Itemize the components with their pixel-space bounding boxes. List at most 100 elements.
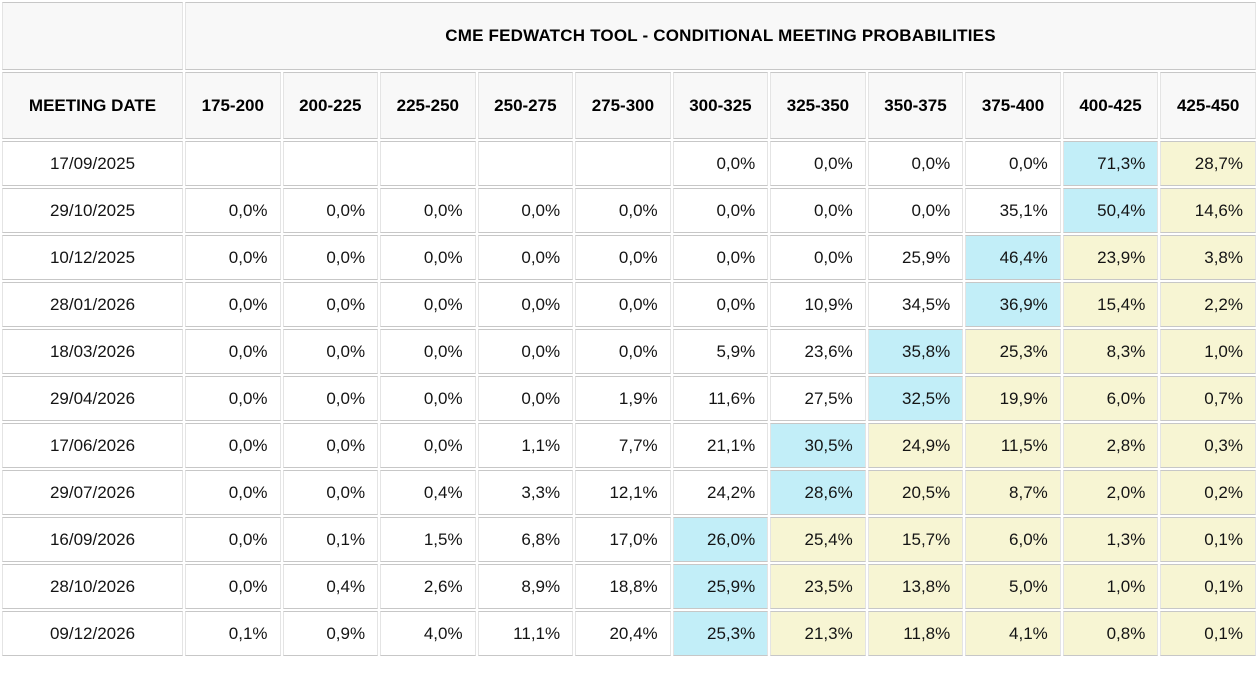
probability-cell: 18,8% [575, 564, 671, 609]
probability-cell: 1,1% [477, 423, 574, 468]
probability-cell: 23,5% [770, 564, 866, 609]
probability-cell: 17,0% [575, 517, 671, 562]
probability-cell: 2,8% [1062, 423, 1159, 468]
probability-cell: 0,8% [1062, 611, 1159, 656]
probability-cell: 23,9% [1062, 235, 1159, 280]
meeting-date-cell: 29/04/2026 [2, 376, 183, 421]
probability-cell: 0,2% [1160, 470, 1256, 515]
probability-cell: 30,5% [770, 423, 866, 468]
meeting-date-cell: 17/09/2025 [2, 141, 183, 186]
probability-cell: 0,4% [282, 564, 379, 609]
probability-cell: 12,1% [575, 470, 671, 515]
probability-cell: 6,8% [477, 517, 574, 562]
rate-range-header: 325-350 [770, 72, 866, 139]
fedwatch-probabilities-table: CME FEDWATCH TOOL - CONDITIONAL MEETING … [0, 0, 1258, 658]
corner-cell [2, 2, 183, 70]
probability-cell: 2,2% [1160, 282, 1256, 327]
probability-cell: 0,0% [770, 235, 866, 280]
rate-range-header: 200-225 [282, 72, 379, 139]
probability-cell: 36,9% [965, 282, 1061, 327]
probability-cell: 0,0% [672, 235, 769, 280]
probability-cell: 0,0% [185, 564, 281, 609]
probability-cell: 27,5% [770, 376, 866, 421]
table-row: 10/12/2025 0,0% 0,0% 0,0% 0,0% 0,0% 0,0% 0,0% 25… [2, 235, 1256, 280]
probability-cell [477, 141, 574, 186]
probability-cell: 0,3% [1160, 423, 1256, 468]
probability-cell: 21,3% [770, 611, 866, 656]
probability-cell: 24,9% [867, 423, 964, 468]
probability-cell: 0,0% [770, 188, 866, 233]
probability-cell: 0,0% [477, 329, 574, 374]
probability-cell: 0,0% [185, 423, 281, 468]
table-row: 09/12/2026 0,1% 0,9% 4,0% 11,1% 20,4% 25,3% 21,… [2, 611, 1256, 656]
probability-cell: 0,0% [575, 329, 671, 374]
rate-range-header: 425-450 [1160, 72, 1256, 139]
rate-range-header: 400-425 [1062, 72, 1159, 139]
probability-cell: 0,0% [575, 235, 671, 280]
probability-cell: 0,0% [380, 282, 476, 327]
meeting-date-header: MEETING DATE [2, 72, 183, 139]
table-row: 28/10/2026 0,0% 0,4% 2,6% 8,9% 18,8% 25,9% 23,5… [2, 564, 1256, 609]
probability-cell: 0,1% [1160, 517, 1256, 562]
probability-cell: 0,0% [185, 517, 281, 562]
probability-cell: 3,8% [1160, 235, 1256, 280]
probability-cell: 15,7% [867, 517, 964, 562]
probability-cell: 0,7% [1160, 376, 1256, 421]
probability-cell: 0,0% [867, 188, 964, 233]
rate-range-header: 250-275 [477, 72, 574, 139]
probability-cell: 6,0% [965, 517, 1061, 562]
probability-cell: 0,0% [477, 235, 574, 280]
rate-range-header: 375-400 [965, 72, 1061, 139]
probability-cell: 1,3% [1062, 517, 1159, 562]
probability-cell: 0,0% [867, 141, 964, 186]
table-row: 29/10/2025 0,0% 0,0% 0,0% 0,0% 0,0% 0,0% 0,0% 0,… [2, 188, 1256, 233]
table-row: 18/03/2026 0,0% 0,0% 0,0% 0,0% 0,0% 5,9% 23,6% 3… [2, 329, 1256, 374]
probability-cell [282, 141, 379, 186]
probability-cell: 0,0% [185, 235, 281, 280]
rate-range-header: 300-325 [672, 72, 769, 139]
probability-cell: 50,4% [1062, 188, 1159, 233]
probability-cell: 20,4% [575, 611, 671, 656]
probability-cell: 0,0% [770, 141, 866, 186]
probability-cell: 25,4% [770, 517, 866, 562]
probability-cell: 24,2% [672, 470, 769, 515]
probability-cell: 0,0% [185, 282, 281, 327]
title-row: CME FEDWATCH TOOL - CONDITIONAL MEETING … [2, 2, 1256, 70]
probability-cell: 19,9% [965, 376, 1061, 421]
table-row: 29/07/2026 0,0% 0,0% 0,4% 3,3% 12,1% 24,2% 28,6… [2, 470, 1256, 515]
rate-range-header: 275-300 [575, 72, 671, 139]
probability-cell: 0,0% [380, 329, 476, 374]
probability-cell: 21,1% [672, 423, 769, 468]
probability-cell: 5,9% [672, 329, 769, 374]
probability-cell: 32,5% [867, 376, 964, 421]
probability-cell: 0,0% [282, 329, 379, 374]
probability-cell: 0,4% [380, 470, 476, 515]
table-row: 17/06/2026 0,0% 0,0% 0,0% 1,1% 7,7% 21,1% 30,5%… [2, 423, 1256, 468]
rate-range-header: 225-250 [380, 72, 476, 139]
probability-cell: 0,0% [185, 376, 281, 421]
column-header-row: MEETING DATE 175-200 200-225 225-250 250-27… [2, 72, 1256, 139]
probability-cell: 34,5% [867, 282, 964, 327]
probability-cell: 0,0% [185, 188, 281, 233]
probability-cell: 0,0% [965, 141, 1061, 186]
probability-cell: 26,0% [672, 517, 769, 562]
probability-cell: 0,0% [672, 188, 769, 233]
probability-cell: 2,6% [380, 564, 476, 609]
probability-cell: 0,0% [575, 282, 671, 327]
probability-cell: 1,5% [380, 517, 476, 562]
probability-cell: 11,5% [965, 423, 1061, 468]
meeting-date-cell: 29/10/2025 [2, 188, 183, 233]
probability-cell: 71,3% [1062, 141, 1159, 186]
table-row: 29/04/2026 0,0% 0,0% 0,0% 0,0% 1,9% 11,6% 27,5%… [2, 376, 1256, 421]
probability-cell: 0,0% [282, 376, 379, 421]
probability-cell: 0,0% [380, 188, 476, 233]
meeting-date-cell: 28/01/2026 [2, 282, 183, 327]
probability-cell: 20,5% [867, 470, 964, 515]
rate-range-header: 175-200 [185, 72, 281, 139]
probability-cell: 46,4% [965, 235, 1061, 280]
meeting-date-cell: 16/09/2026 [2, 517, 183, 562]
probability-cell: 0,0% [380, 235, 476, 280]
probability-cell: 0,0% [282, 282, 379, 327]
probability-cell: 35,1% [965, 188, 1061, 233]
